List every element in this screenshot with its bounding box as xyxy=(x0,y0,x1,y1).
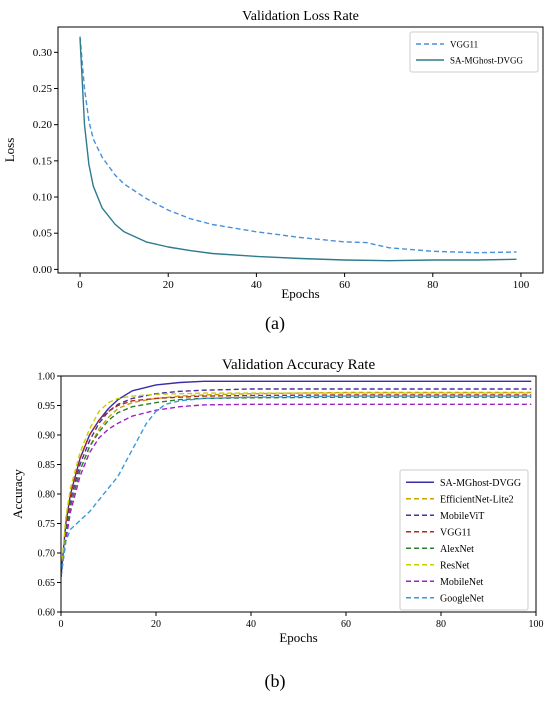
series-line-sa-mghost-dvgg xyxy=(61,380,532,577)
caption-a: (a) xyxy=(265,313,285,333)
series-line-vgg11 xyxy=(61,394,532,577)
x-tick-label: 0 xyxy=(59,619,64,630)
loss-chart: Validation Loss Rate 0 20 40 60 80 100 0.00 0.05… xyxy=(2,9,544,301)
y-tick-label: 0.80 xyxy=(38,490,56,501)
y-tick-label: 0.00 xyxy=(33,264,53,276)
plot-frame xyxy=(57,26,544,274)
series-line-mobilenet xyxy=(61,403,532,577)
y-tick-label: 0.05 xyxy=(33,228,53,240)
y-tick-label: 0.75 xyxy=(38,519,56,530)
y-tick-label: 0.65 xyxy=(38,578,56,589)
legend-label: ResNet xyxy=(440,560,470,571)
series-line-alexnet xyxy=(61,396,532,577)
series-line-resnet xyxy=(61,392,532,577)
caption-b: (b) xyxy=(264,671,286,691)
y-tick-label: 0.25 xyxy=(33,83,53,95)
x-tick-label: 20 xyxy=(163,279,175,291)
chart-title: Validation Loss Rate xyxy=(242,9,359,24)
legend-box xyxy=(409,31,539,73)
series-line-sa-mghost-dvgg xyxy=(79,37,517,262)
y-axis-label: Accuracy xyxy=(10,469,25,519)
x-axis-label: Epochs xyxy=(281,286,319,301)
x-tick-label: 20 xyxy=(151,619,161,630)
accuracy-chart: Validation Accuracy Rate 0 20 40 60 80 100 0.60… xyxy=(10,357,544,645)
x-tick-label: 0 xyxy=(77,279,83,291)
y-tick-label: 0.20 xyxy=(33,119,53,131)
series-line-googlenet xyxy=(61,395,532,577)
x-tick-label: 40 xyxy=(246,619,256,630)
x-tick-label: 80 xyxy=(436,619,446,630)
series-line-mobilevit xyxy=(61,388,532,577)
series-group xyxy=(61,380,532,577)
series-group xyxy=(79,36,517,262)
y-tick-label: 0.85 xyxy=(38,460,56,471)
x-tick-label: 80 xyxy=(427,279,439,291)
y-tick-label: 0.70 xyxy=(38,549,56,560)
x-tick-label: 100 xyxy=(513,279,530,291)
x-tick-label: 60 xyxy=(339,279,351,291)
legend-label: MobileNet xyxy=(440,577,484,588)
y-tick-label: 0.90 xyxy=(38,431,56,442)
y-tick-label: 0.60 xyxy=(38,608,56,619)
y-tick-label: 0.10 xyxy=(33,192,53,204)
legend-label: MobileViT xyxy=(440,511,484,522)
x-tick-label: 40 xyxy=(251,279,263,291)
series-line-vgg11 xyxy=(79,36,517,254)
legend-label: VGG11 xyxy=(440,527,471,538)
y-tick-label: 0.15 xyxy=(33,155,53,167)
legend-label: AlexNet xyxy=(440,544,474,555)
y-tick-label: 0.95 xyxy=(38,401,56,412)
x-axis-label: Epochs xyxy=(279,630,317,645)
chart-title: Validation Accuracy Rate xyxy=(222,357,376,373)
y-tick-label: 0.30 xyxy=(33,47,53,59)
legend-label: EfficientNet-Lite2 xyxy=(440,494,514,505)
legend-label: GoogleNet xyxy=(440,593,484,604)
legend-label: VGG11 xyxy=(450,40,478,50)
legend-label: SA-MGhost-DVGG xyxy=(440,478,521,489)
x-tick-label: 100 xyxy=(529,619,544,630)
legend-label: SA-MGhost-DVGG xyxy=(450,56,524,66)
x-tick-label: 60 xyxy=(341,619,351,630)
y-axis-label: Loss xyxy=(2,138,17,163)
legend-box xyxy=(399,469,529,611)
y-tick-label: 1.00 xyxy=(38,372,56,383)
